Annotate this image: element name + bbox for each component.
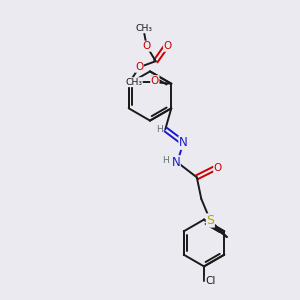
Text: N: N — [179, 136, 188, 149]
Text: O: O — [135, 62, 143, 72]
Text: H: H — [163, 156, 169, 165]
Text: O: O — [142, 41, 151, 51]
Text: Cl: Cl — [206, 276, 216, 286]
Text: S: S — [206, 214, 214, 227]
Text: N: N — [171, 156, 180, 169]
Text: O: O — [151, 76, 159, 86]
Text: H: H — [157, 125, 163, 134]
Text: O: O — [214, 163, 222, 173]
Text: CH₃: CH₃ — [125, 78, 142, 87]
Text: O: O — [164, 41, 172, 51]
Text: CH₃: CH₃ — [136, 24, 153, 33]
